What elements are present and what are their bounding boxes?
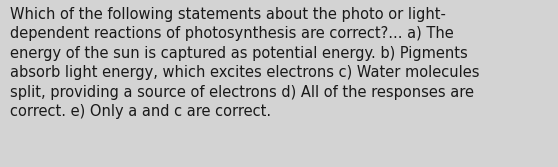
- Text: Which of the following statements about the photo or light-
dependent reactions : Which of the following statements about …: [10, 7, 479, 119]
